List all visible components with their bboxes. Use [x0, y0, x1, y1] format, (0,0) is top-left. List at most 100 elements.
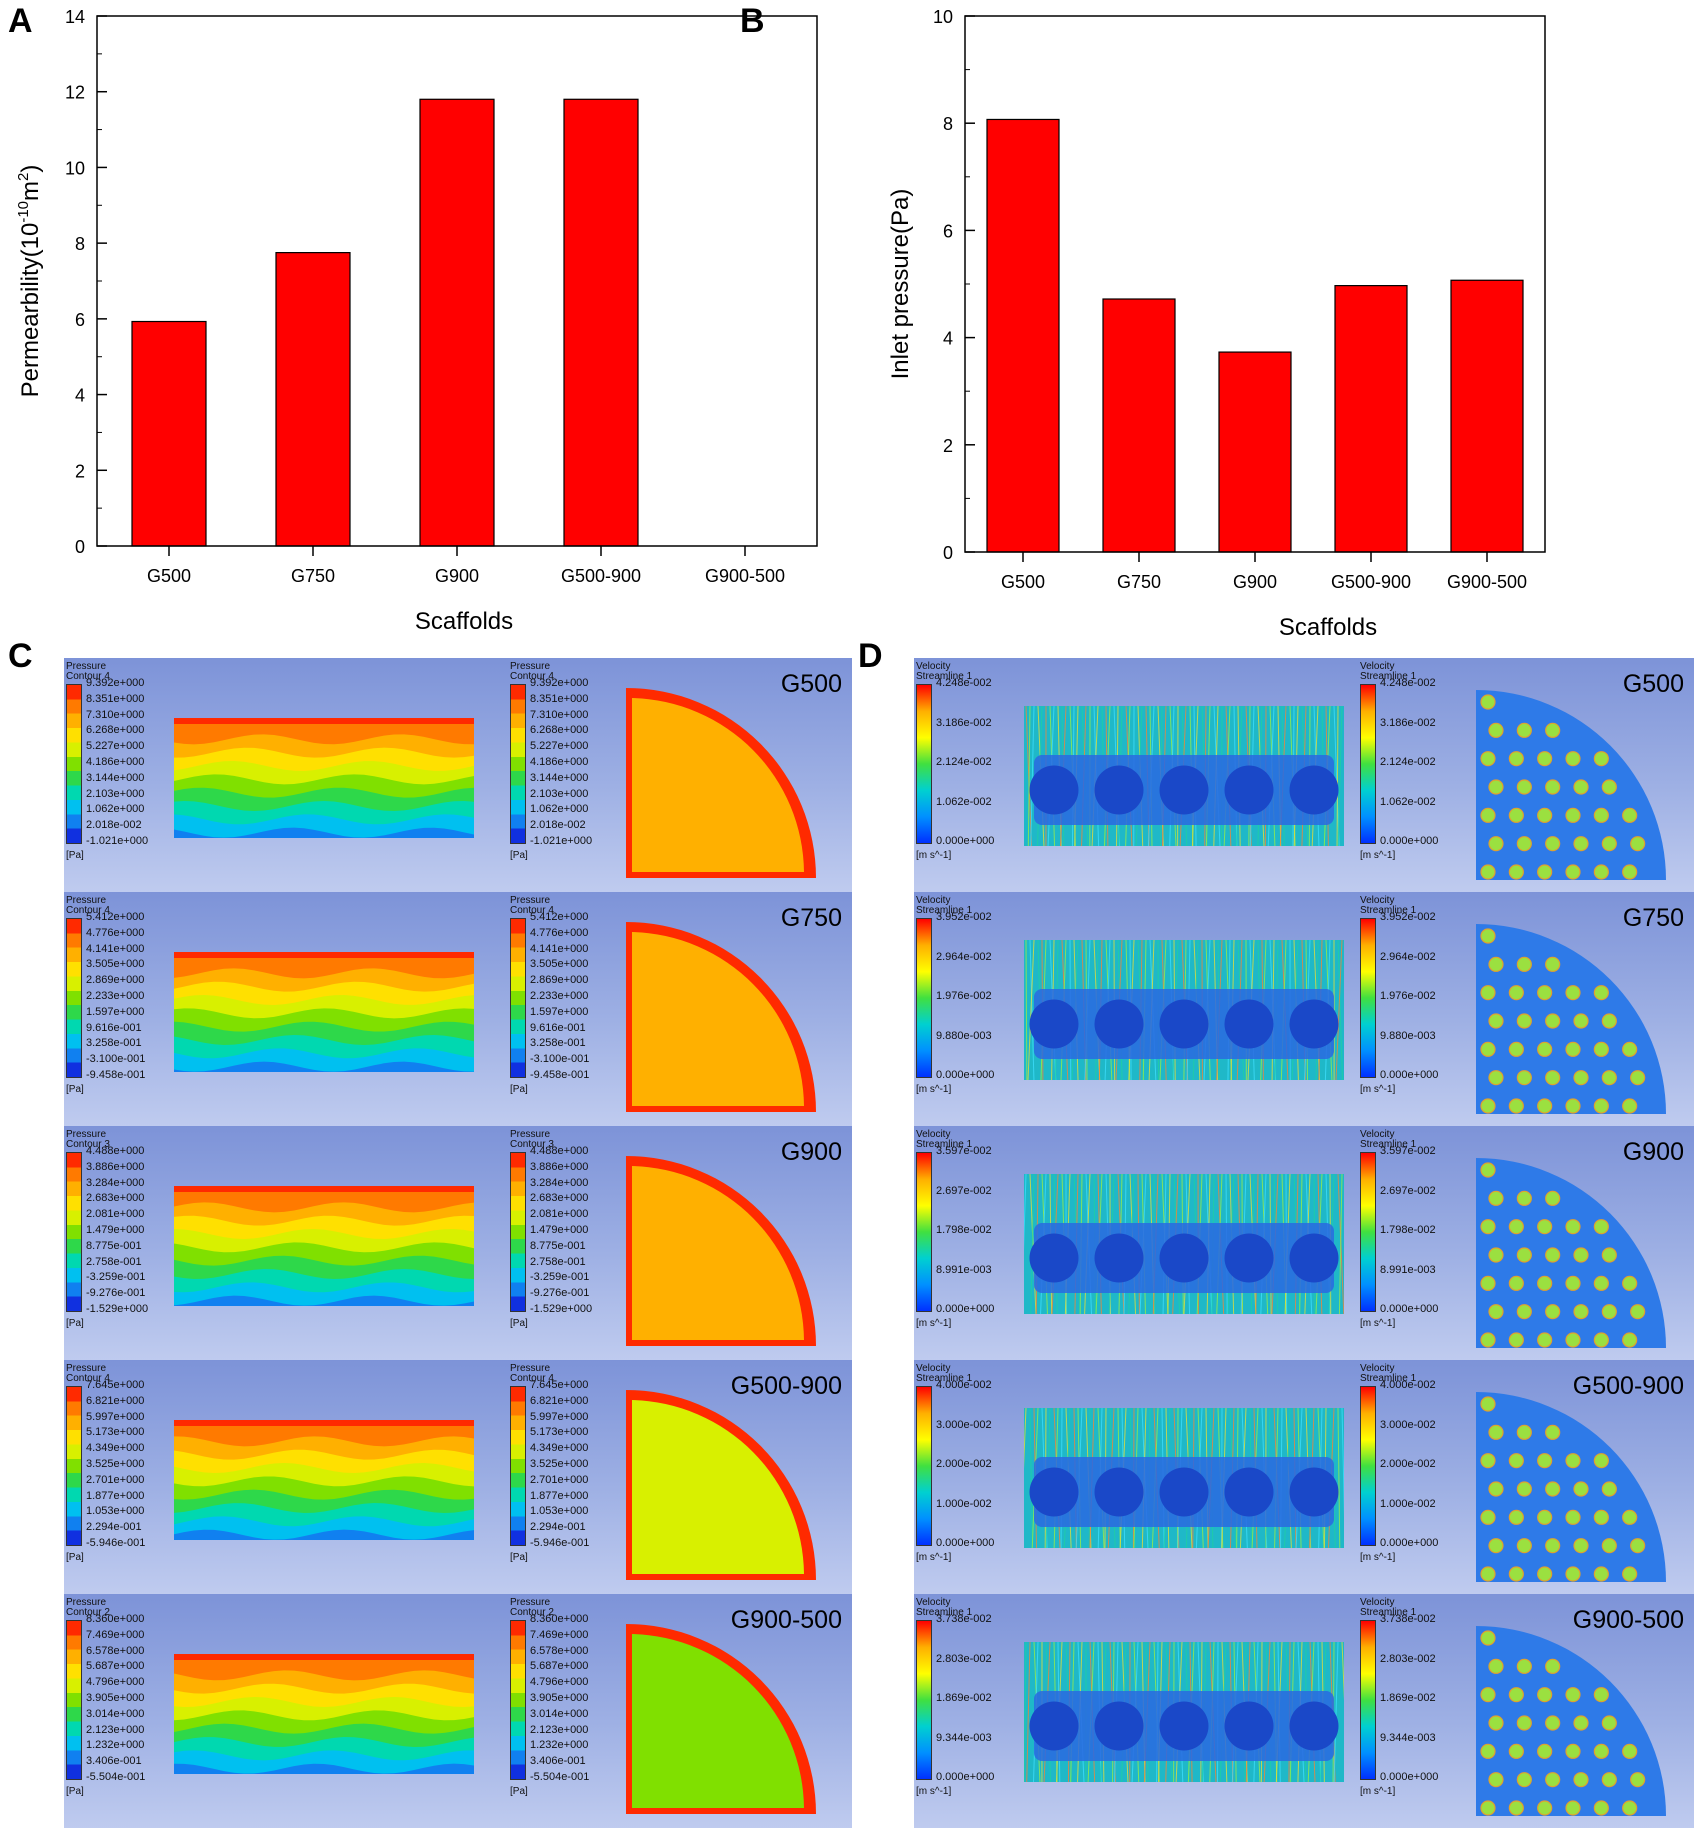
velocity-legend: Velocity Streamline 1 4.000e-002 3.000e-002… [1360, 1364, 1470, 1594]
velocity-color-scale [916, 918, 932, 1078]
velocity-color-scale [1360, 1386, 1376, 1546]
pressure-side-view [174, 1186, 474, 1306]
legend-tick-label: 2.701e+000 [86, 1473, 145, 1486]
legend-tick-label: 1.479e+000 [530, 1224, 589, 1236]
legend-tick-label: 0.000e+000 [936, 1537, 995, 1549]
legend-tick-label: -9.458e-001 [530, 1069, 590, 1081]
legend-tick-label: 5.997e+000 [530, 1410, 589, 1423]
legend-tick-label: 4.141e+000 [86, 942, 145, 955]
pressure-legend: Pressure Contour 3 4.488e+000 3.886e+000 3.2… [510, 1130, 620, 1360]
legend-unit: [Pa] [66, 850, 84, 861]
legend-tick-label: 8.351e+000 [530, 692, 589, 705]
legend-plot-name: Contour 4 [510, 905, 554, 916]
legend-tick-label: 3.505e+000 [530, 958, 589, 971]
legend-tick-label: 4.248e-002 [1380, 677, 1436, 689]
legend-variable-name: Pressure [66, 1129, 107, 1140]
legend-tick-label: 1.976e-002 [936, 990, 992, 1002]
legend-variable-name: Pressure [510, 1597, 551, 1608]
legend-tick-label: 5.227e+000 [86, 740, 145, 753]
y-tick-label: 0 [75, 537, 85, 557]
legend-tick-label: 5.997e+000 [86, 1410, 145, 1423]
legend-plot-name: Streamline 1 [1360, 1139, 1417, 1150]
legend-tick-label: 1.597e+000 [86, 1005, 145, 1018]
legend-tick-label: 9.616e-001 [530, 1021, 586, 1034]
y-tick-label: 12 [65, 83, 85, 103]
legend-variable-name: Velocity [1360, 1129, 1395, 1140]
pressure-row-g900-500: Pressure Contour 2 8.360e+000 7.469e+000 6.5… [64, 1594, 852, 1830]
legend-tick-label: 2.103e+000 [86, 787, 145, 800]
legend-tick-label: 2.018e-002 [86, 819, 142, 832]
legend-tick-label: 2.081e+000 [86, 1208, 145, 1221]
legend-tick-label: 3.000e-002 [1380, 1418, 1436, 1431]
legend-variable-name: Velocity [1360, 895, 1395, 906]
velocity-cross-section [1476, 924, 1666, 1114]
legend-variable-name: Velocity [916, 1129, 951, 1140]
legend-tick-label: 1.062e+000 [530, 803, 589, 816]
bar-g900 [1218, 351, 1292, 553]
pressure-legend: Pressure Contour 4 5.412e+000 4.776e+000 4.1… [510, 896, 620, 1126]
legend-tick-label: 6.821e+000 [86, 1394, 145, 1407]
legend-plot-name: Streamline 1 [1360, 671, 1417, 682]
legend-tick-label: 9.344e-003 [936, 1731, 992, 1744]
scaffold-label: G900-500 [1572, 1606, 1684, 1634]
legend-variable-name: Pressure [66, 661, 107, 672]
legend-tick-label: 3.186e-002 [936, 716, 992, 729]
legend-variable-name: Velocity [916, 661, 951, 672]
legend-tick-label: -1.021e+000 [86, 835, 149, 847]
legend-tick-label: 8.351e+000 [86, 692, 145, 705]
scaffold-label: G750 [1622, 904, 1684, 932]
chart-a-y-axis-label: Permearbility(10-10m2) [15, 165, 44, 398]
legend-plot-name: Contour 2 [66, 1607, 110, 1618]
velocity-color-scale [916, 1152, 932, 1312]
legend-tick-label: 1.877e+000 [86, 1489, 145, 1502]
pressure-color-scale [510, 684, 526, 844]
legend-tick-label: 6.578e+000 [86, 1644, 145, 1657]
pressure-cross-section [626, 1390, 816, 1580]
pressure-row-g500-900: Pressure Contour 4 7.645e+000 6.821e+000 5.9… [64, 1360, 852, 1596]
velocity-row-g900-500: Velocity Streamline 1 3.738e-002 2.803e-002… [914, 1594, 1694, 1830]
legend-unit: [m s^-1] [916, 1786, 952, 1797]
bar-g900-500 [1450, 279, 1524, 553]
legend-tick-label: 7.469e+000 [530, 1628, 589, 1641]
panel-letter-c: C [8, 637, 33, 675]
legend-unit: [Pa] [510, 1084, 528, 1095]
legend-tick-label: 8.991e-003 [1380, 1263, 1436, 1276]
y-tick-label: 6 [75, 310, 85, 330]
pressure-color-scale [66, 1620, 82, 1780]
legend-unit: [Pa] [510, 1318, 528, 1329]
legend-tick-label: 1.000e-002 [1380, 1497, 1436, 1510]
pressure-legend: Pressure Contour 4 5.412e+000 4.776e+000 4.1… [66, 896, 176, 1126]
legend-tick-label: 2.123e+000 [530, 1723, 589, 1736]
legend-tick-label: 4.000e-002 [1380, 1379, 1436, 1391]
legend-tick-label: 6.268e+000 [86, 724, 145, 737]
legend-unit: [Pa] [510, 1552, 528, 1563]
legend-variable-name: Pressure [510, 1129, 551, 1140]
legend-tick-label: 3.144e+000 [86, 771, 145, 784]
pressure-color-scale [66, 918, 82, 1078]
legend-tick-label: 8.360e+000 [86, 1613, 145, 1625]
legend-variable-name: Velocity [1360, 1597, 1395, 1608]
y-tick-label: 0 [943, 543, 953, 563]
legend-plot-name: Streamline 1 [916, 671, 973, 682]
legend-tick-label: 4.141e+000 [530, 942, 589, 955]
legend-tick-label: -1.021e+000 [530, 835, 593, 847]
legend-tick-label: 7.469e+000 [86, 1628, 145, 1641]
legend-tick-label: 3.905e+000 [530, 1692, 589, 1704]
legend-tick-label: 9.880e-003 [1380, 1029, 1436, 1042]
legend-tick-label: 5.687e+000 [86, 1660, 145, 1673]
legend-tick-label: 3.186e-002 [1380, 716, 1436, 729]
velocity-legend: Velocity Streamline 1 3.738e-002 2.803e-002… [916, 1598, 1026, 1828]
legend-tick-label: 0.000e+000 [1380, 1069, 1439, 1081]
legend-variable-name: Velocity [916, 1597, 951, 1608]
scaffold-label: G500 [1622, 670, 1684, 698]
x-tick-label: G750 [1117, 572, 1161, 592]
legend-tick-label: 6.578e+000 [530, 1644, 589, 1657]
velocity-side-view [1024, 940, 1344, 1080]
legend-unit: [m s^-1] [916, 1318, 952, 1329]
legend-tick-label: 1.000e-002 [936, 1497, 992, 1510]
legend-tick-label: 9.616e-001 [86, 1021, 142, 1034]
legend-tick-label: 8.775e-001 [530, 1239, 586, 1252]
legend-tick-label: 0.000e+000 [1380, 835, 1439, 847]
legend-tick-label: 7.645e+000 [86, 1379, 145, 1391]
legend-variable-name: Pressure [510, 895, 551, 906]
